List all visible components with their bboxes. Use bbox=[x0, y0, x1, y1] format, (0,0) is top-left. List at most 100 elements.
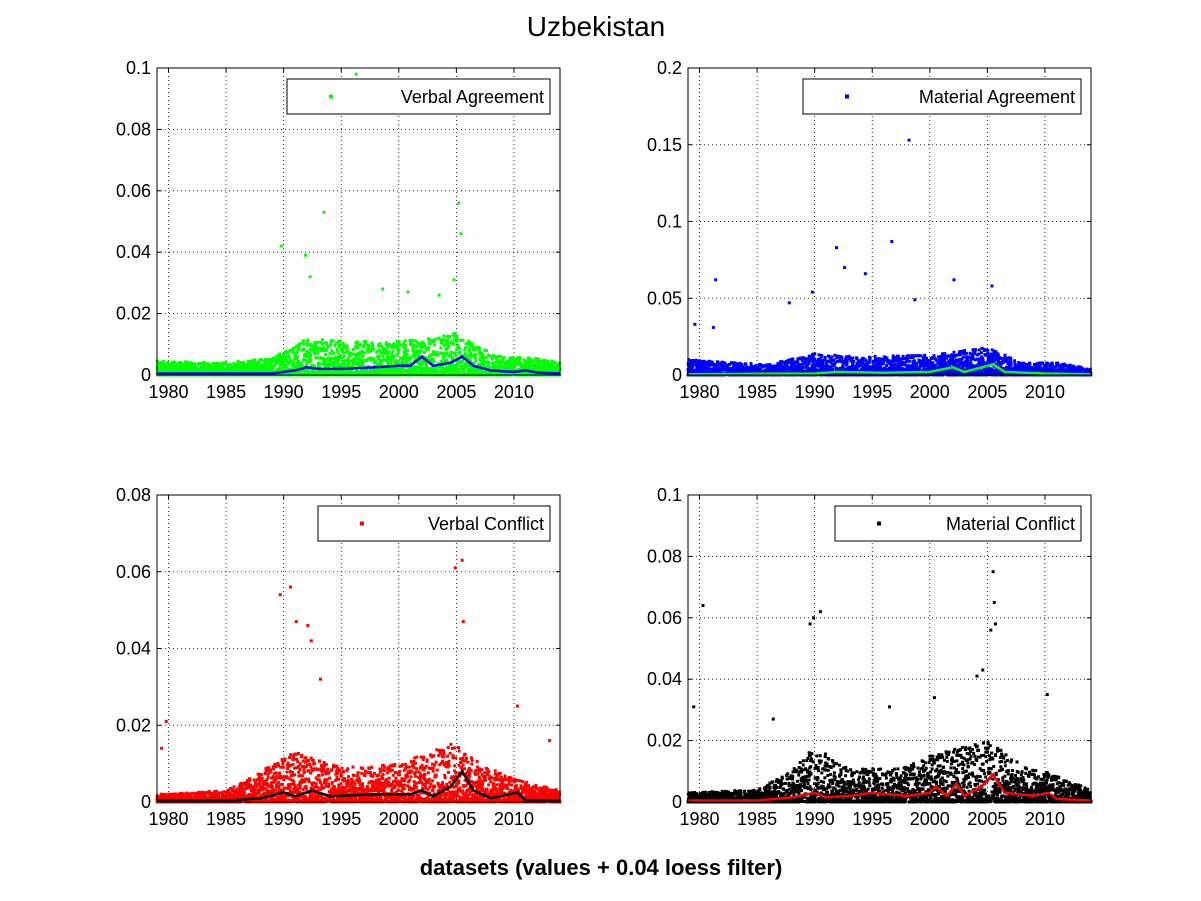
data-point bbox=[781, 360, 785, 364]
data-point bbox=[358, 357, 362, 361]
data-point bbox=[529, 358, 533, 362]
data-point bbox=[830, 355, 834, 359]
data-point bbox=[467, 339, 471, 343]
data-point bbox=[194, 364, 198, 368]
data-point bbox=[462, 355, 466, 359]
data-point bbox=[197, 361, 201, 365]
data-point bbox=[439, 346, 443, 350]
data-point bbox=[425, 364, 429, 368]
data-point bbox=[473, 352, 477, 356]
data-point bbox=[250, 362, 254, 366]
data-point bbox=[833, 353, 837, 357]
data-point bbox=[832, 358, 836, 362]
data-point bbox=[793, 365, 797, 369]
data-point bbox=[855, 361, 859, 365]
data-point bbox=[439, 341, 443, 345]
data-point bbox=[785, 364, 789, 368]
data-point bbox=[304, 354, 308, 358]
data-point bbox=[180, 366, 184, 370]
data-point bbox=[811, 352, 815, 356]
data-point bbox=[290, 363, 294, 367]
data-point bbox=[324, 353, 328, 357]
data-point bbox=[229, 368, 233, 372]
legend-marker bbox=[329, 94, 333, 99]
data-point bbox=[232, 361, 236, 365]
data-point bbox=[392, 367, 396, 371]
data-point bbox=[850, 366, 854, 370]
data-point bbox=[379, 361, 383, 365]
data-point bbox=[895, 367, 899, 371]
data-point bbox=[390, 357, 394, 361]
data-point bbox=[470, 353, 474, 357]
x-tick-label: 2010 bbox=[494, 382, 534, 402]
data-point bbox=[364, 342, 368, 346]
data-point bbox=[444, 339, 448, 343]
data-point bbox=[160, 361, 164, 365]
data-point bbox=[702, 366, 706, 370]
data-point bbox=[317, 361, 321, 365]
data-point bbox=[319, 349, 323, 353]
data-point bbox=[863, 369, 867, 373]
data-point bbox=[332, 351, 336, 355]
data-point bbox=[299, 363, 303, 367]
data-point bbox=[358, 352, 362, 356]
data-point bbox=[848, 356, 852, 360]
data-point bbox=[501, 358, 505, 362]
data-point bbox=[417, 364, 421, 368]
data-point bbox=[500, 364, 504, 368]
data-point bbox=[419, 362, 423, 366]
data-point bbox=[296, 343, 300, 347]
data-point bbox=[770, 364, 774, 368]
data-point bbox=[394, 358, 398, 362]
data-point bbox=[896, 362, 900, 366]
data-point bbox=[820, 369, 824, 373]
data-point bbox=[891, 354, 895, 358]
data-point bbox=[322, 349, 326, 353]
data-point bbox=[455, 337, 459, 341]
data-point bbox=[415, 365, 419, 369]
data-point bbox=[344, 358, 348, 362]
data-point bbox=[492, 361, 496, 365]
subplot-material-agreement: 1980 1985 1990 1995 2000 2005 201000.050.10.15… bbox=[647, 58, 1093, 402]
data-point bbox=[822, 367, 826, 371]
y-tick-label: 0.04 bbox=[116, 242, 151, 262]
data-point bbox=[505, 360, 509, 364]
data-point bbox=[822, 365, 826, 369]
data-point bbox=[890, 364, 894, 368]
data-point bbox=[552, 369, 556, 373]
data-point bbox=[288, 348, 292, 352]
data-point bbox=[398, 363, 402, 367]
data-point bbox=[428, 367, 432, 371]
data-point bbox=[478, 347, 482, 351]
y-tick-label: 0.02 bbox=[116, 304, 151, 324]
data-point bbox=[453, 352, 457, 356]
data-point bbox=[412, 343, 416, 347]
data-point bbox=[241, 370, 245, 374]
data-point bbox=[514, 362, 518, 366]
data-point bbox=[469, 351, 473, 355]
data-point bbox=[321, 346, 325, 350]
data-point bbox=[396, 351, 400, 355]
data-point bbox=[424, 367, 428, 371]
data-point bbox=[549, 365, 553, 369]
data-point bbox=[890, 362, 894, 366]
data-point bbox=[501, 368, 505, 372]
data-point bbox=[366, 357, 370, 361]
data-point bbox=[448, 353, 452, 357]
data-point bbox=[342, 343, 346, 347]
data-point bbox=[296, 359, 300, 363]
data-point bbox=[404, 359, 408, 363]
y-tick-label: 0.06 bbox=[116, 181, 151, 201]
data-point bbox=[497, 367, 501, 371]
data-point bbox=[466, 361, 470, 365]
data-point bbox=[864, 366, 868, 370]
data-point bbox=[501, 360, 505, 364]
data-point bbox=[395, 362, 399, 366]
data-point bbox=[378, 362, 382, 366]
data-point bbox=[744, 362, 748, 366]
data-point bbox=[371, 369, 375, 373]
data-point bbox=[370, 367, 374, 371]
data-point bbox=[279, 362, 283, 366]
data-point bbox=[366, 350, 370, 354]
